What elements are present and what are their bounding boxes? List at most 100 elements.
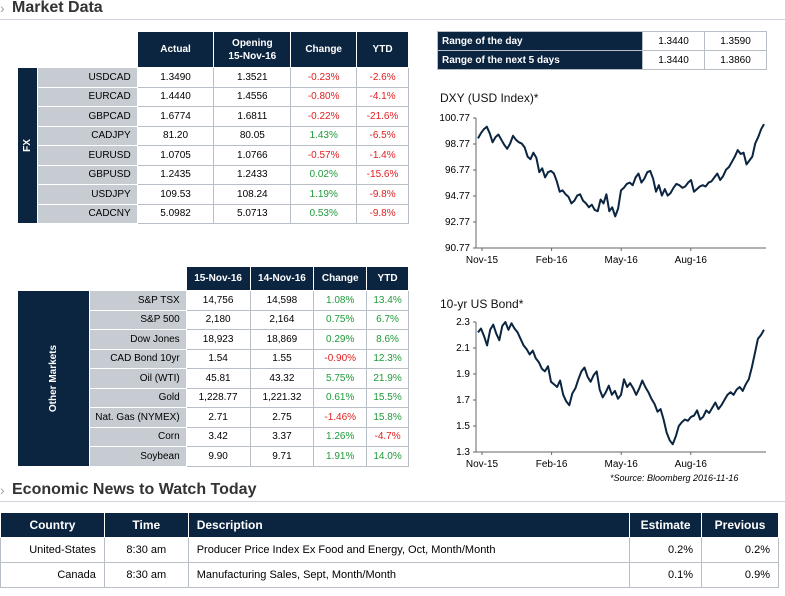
fx-opening: 1.3521 (213, 67, 292, 88)
fx-opening: 80.05 (213, 125, 292, 146)
market-ytd: 14.0% (366, 446, 409, 467)
fx-row: EURCAD 1.4440 1.4556 -0.80% -4.1% (18, 86, 409, 107)
market-row: Corn 3.42 3.37 1.26% -4.7% (18, 426, 409, 447)
market-ytd: 15.8% (366, 407, 409, 428)
fx-ytd: -4.1% (356, 86, 409, 107)
fx-change: -0.23% (290, 67, 358, 88)
fx-actual: 1.4440 (136, 86, 215, 107)
market-prev: 3.37 (249, 426, 315, 447)
market-ytd: 13.4% (366, 290, 409, 311)
market-ytd: 21.9% (366, 368, 409, 389)
other-markets-table: 15-Nov-16 14-Nov-16 Change YTD Other Mar… (16, 266, 409, 467)
y-tick-label: 100.77 (439, 113, 470, 124)
market-row: Soybean 9.90 9.71 1.91% 14.0% (18, 446, 409, 467)
fx-row: EURUSD 1.0705 1.0766 -0.57% -1.4% (18, 145, 409, 166)
fx-pair-name: GBPUSD (36, 164, 138, 185)
fx-row: CADCNY 5.0982 5.0713 0.53% -9.8% (18, 203, 409, 224)
fx-change: 0.02% (290, 164, 358, 185)
y-tick-label: 1.5 (456, 421, 470, 432)
fx-opening: 108.24 (213, 184, 292, 205)
range-label: Range of the day (437, 31, 643, 51)
news-country: United-States (0, 537, 105, 563)
range-row: Range of the next 5 days 1.3440 1.3860 (437, 50, 767, 70)
y-tick-label: 1.7 (456, 395, 470, 406)
market-name: S&P 500 (89, 309, 187, 330)
market-today: 18,923 (185, 329, 251, 350)
market-today: 14,756 (185, 290, 251, 311)
market-today: 1,228.77 (185, 387, 251, 408)
market-data-title: › Market Data (0, 0, 103, 16)
market-name: Corn (89, 426, 187, 447)
other-side-label: Other Markets (16, 290, 91, 467)
fx-row: FX USDCAD 1.3490 1.3521 -0.23% -2.6% (17, 67, 409, 224)
market-name: Dow Jones (89, 329, 187, 350)
fx-ytd: -9.8% (356, 184, 409, 205)
range-label: Range of the next 5 days (437, 50, 643, 70)
news-header-description: Description (187, 512, 631, 538)
series-line (477, 123, 765, 218)
news-header-time: Time (103, 512, 189, 538)
market-today: 3.42 (185, 426, 251, 447)
news-row: Canada 8:30 am Manufacturing Sales, Sept, … (0, 562, 779, 588)
x-tick-label: May-16 (605, 255, 639, 266)
fx-row: GBPCAD 1.6774 1.6811 -0.22% -21.6% (18, 106, 409, 127)
news-previous: 0.9% (701, 562, 779, 588)
fx-opening: 1.2433 (213, 164, 292, 185)
market-change: 1.91% (313, 446, 368, 467)
news-header-previous: Previous (701, 512, 779, 538)
fx-row: CADJPY 81.20 80.05 1.43% -6.5% (18, 125, 409, 146)
fx-change: -0.57% (290, 145, 358, 166)
fx-pair-name: CADJPY (36, 125, 138, 146)
range-row: Range of the day 1.3440 1.3590 (437, 31, 767, 51)
range-low: 1.3440 (642, 31, 705, 51)
fx-actual: 1.3490 (136, 67, 215, 88)
market-row: Gold 1,228.77 1,221.32 0.61% 15.5% (18, 387, 409, 408)
fx-row: GBPUSD 1.2435 1.2433 0.02% -15.6% (18, 164, 409, 185)
fx-actual: 109.53 (136, 184, 215, 205)
market-prev: 2,164 (249, 309, 315, 330)
fx-ytd: -15.6% (356, 164, 409, 185)
fx-table: Actual Opening 15-Nov-16 Change YTD FX USD… (17, 31, 409, 224)
market-today: 9.90 (185, 446, 251, 467)
fx-opening: 1.4556 (213, 86, 292, 107)
market-ytd: 12.3% (366, 348, 409, 369)
economic-news-title: › Economic News to Watch Today (0, 481, 257, 498)
other-header-change: Change (313, 266, 368, 291)
market-ytd: 15.5% (366, 387, 409, 408)
x-tick-label: Feb-16 (536, 459, 568, 470)
market-name: Nat. Gas (NYMEX) (89, 407, 187, 428)
market-change: 0.75% (313, 309, 368, 330)
news-estimate: 0.2% (629, 537, 703, 563)
market-name: CAD Bond 10yr (89, 348, 187, 369)
fx-pair-name: CADCNY (36, 203, 138, 224)
market-change: 1.26% (313, 426, 368, 447)
news-header-estimate: Estimate (629, 512, 703, 538)
x-tick-label: Nov-15 (466, 459, 499, 470)
fx-pair-name: USDJPY (36, 184, 138, 205)
fx-side-label: FX (17, 67, 38, 224)
news-header-country: Country (0, 512, 105, 538)
market-row: CAD Bond 10yr 1.54 1.55 -0.90% 12.3% (18, 348, 409, 369)
market-name: Gold (89, 387, 187, 408)
market-row: Other Markets S&P TSX 14,756 14,598 1.08% 13.… (16, 290, 409, 467)
economic-news-table: Country Time Description Estimate Previo… (0, 512, 779, 588)
y-tick-label: 1.9 (456, 369, 470, 380)
other-header-prev: 14-Nov-16 (249, 266, 315, 291)
market-prev: 1,221.32 (249, 387, 315, 408)
fx-ytd: -2.6% (356, 67, 409, 88)
fx-change: -0.22% (290, 106, 358, 127)
source-note: *Source: Bloomberg 2016-11-16 (610, 473, 739, 483)
fx-header-opening: Opening 15-Nov-16 (213, 31, 292, 68)
title-divider (0, 501, 785, 502)
market-prev: 1.55 (249, 348, 315, 369)
news-time: 8:30 am (103, 537, 189, 563)
fx-change: 0.53% (290, 203, 358, 224)
x-tick-label: May-16 (605, 459, 639, 470)
fx-ytd: -1.4% (356, 145, 409, 166)
x-tick-label: Nov-15 (466, 255, 499, 266)
market-name: Oil (WTI) (89, 368, 187, 389)
x-tick-label: Aug-16 (675, 255, 708, 266)
news-time: 8:30 am (103, 562, 189, 588)
